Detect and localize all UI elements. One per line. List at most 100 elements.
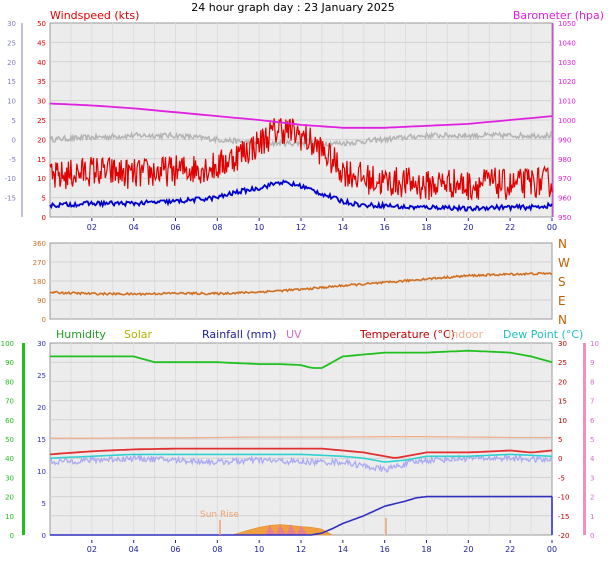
temperature-tick-label: 25 [558,359,567,367]
windspeed-gust-line [49,118,553,202]
x-tick-label: 12 [296,223,306,232]
x-tick-label: 20 [463,545,473,554]
windspeed-average-line [49,179,553,213]
barometer-tick-label: 950 [558,214,571,222]
x-tick-label: 16 [380,223,390,232]
barometer-tick-label: 1000 [558,117,576,125]
direction-tick-label: 270 [33,259,46,267]
barometer-axis-label: Barometer (hpa) [513,9,604,22]
legend-indoor: Indoor [448,328,484,341]
direction-tick-label: 0 [42,316,46,324]
windspeed-tick-label: 45 [37,39,46,47]
temperature-tick-label: -20 [558,532,569,540]
chart-title: 24 hour graph day : 23 January 2025 [191,1,395,14]
temperature-tick-label: -10 [558,494,569,502]
legend-humidity: Humidity [56,328,106,341]
windspeed-tick-label: 15 [37,156,46,164]
uv-tick-label: 2 [590,494,594,502]
x-tick-label: 04 [129,545,139,554]
x-tick-label: 02 [87,545,97,554]
compass-tick-label: N [558,237,567,251]
barometer-tick-label: 960 [558,195,571,203]
uv-tick-label: 7 [590,398,594,406]
windspeed-outer-tick-label: 25 [7,39,16,47]
humidity-tick-label: 40 [5,455,14,463]
windspeed-outer-tick-label: 10 [7,98,16,106]
x-tick-label: 10 [254,545,264,554]
barometer-tick-label: 1050 [558,20,576,28]
humidity-tick-label: 50 [5,436,14,444]
windspeed-outer-tick-label: 0 [12,136,16,144]
uv-tick-label: 3 [590,474,594,482]
compass-tick-label: N [558,313,567,327]
rainfall-tick-label: 15 [37,436,46,444]
temperature-tick-label: 15 [558,398,567,406]
legend-uv: UV [286,328,302,341]
barometer-tick-label: 990 [558,136,571,144]
rainfall-tick-label: 25 [37,372,46,380]
barometer-tick-label: 1040 [558,39,576,47]
dewpoint-line [49,453,553,463]
uv-tick-label: 8 [590,378,594,386]
indoor-line [50,436,552,439]
temperature-tick-label: 5 [558,436,562,444]
compass-tick-label: W [558,256,570,270]
uv-tick-label: 4 [590,455,595,463]
legend-rainfall: Rainfall (mm) [202,328,276,341]
uv-tick-label: 1 [590,513,594,521]
barometer-tick-label: 1030 [558,59,576,67]
x-tick-label: 22 [505,545,515,554]
barometer-tick-label: 1010 [558,98,576,106]
windspeed-outer-tick-label: 30 [7,20,16,28]
x-tick-label: 22 [505,223,515,232]
humidity-tick-label: 80 [5,378,14,386]
legend-solar: Solar [124,328,153,341]
rainfall-tick-label: 0 [42,532,46,540]
sunrise-annotation: Sun Rise [200,510,239,520]
x-tick-label: 06 [170,545,180,554]
humidity-tick-label: 0 [10,532,14,540]
windspeed-tick-label: 35 [37,78,46,86]
x-tick-label: 00 [547,545,557,554]
uv-axis-bar [583,343,586,535]
windspeed-outer-tick-label: 15 [7,78,16,86]
direction-tick-label: 90 [37,297,46,305]
uv-tick-label: 9 [590,359,594,367]
humidity-tick-label: 60 [5,417,14,425]
windspeed-tick-label: 25 [37,117,46,125]
uv-area [265,524,308,535]
x-tick-label: 14 [338,223,348,232]
legend-temperature: Temperature (°C) [359,328,455,341]
humidity-tick-label: 100 [1,340,14,348]
uv-tick-label: 6 [590,417,595,425]
humidity-axis-bar [22,343,25,535]
x-tick-label: 02 [87,223,97,232]
windspeed-tick-label: 0 [42,214,46,222]
x-tick-label: 18 [421,223,431,232]
x-tick-label: 14 [338,545,348,554]
direction-tick-label: 360 [33,240,46,248]
rainfall-tick-label: 20 [37,404,46,412]
temperature-tick-label: 30 [558,340,567,348]
uv-tick-label: 0 [590,532,594,540]
barometer-tick-label: 1020 [558,78,576,86]
x-tick-label: 08 [212,223,222,232]
uv-tick-label: 10 [590,340,599,348]
windspeed-outer-tick-label: 20 [7,59,16,67]
temperature-tick-label: 10 [558,417,567,425]
x-tick-label: 16 [380,545,390,554]
temperature-tick-label: -5 [558,474,565,482]
x-tick-label: 08 [212,545,222,554]
x-tick-label: 10 [254,223,264,232]
windspeed-tick-label: 40 [37,59,46,67]
x-tick-label: 04 [129,223,139,232]
humidity-line [50,349,553,369]
barometer-line [49,102,553,129]
temperature-tick-label: -15 [558,513,569,521]
rainfall-tick-label: 30 [37,340,46,348]
windspeed-tick-label: 10 [37,175,46,183]
temperature-tick-label: 20 [558,378,567,386]
uv-tick-label: 5 [590,436,594,444]
temperature-tick-label: 0 [558,455,562,463]
